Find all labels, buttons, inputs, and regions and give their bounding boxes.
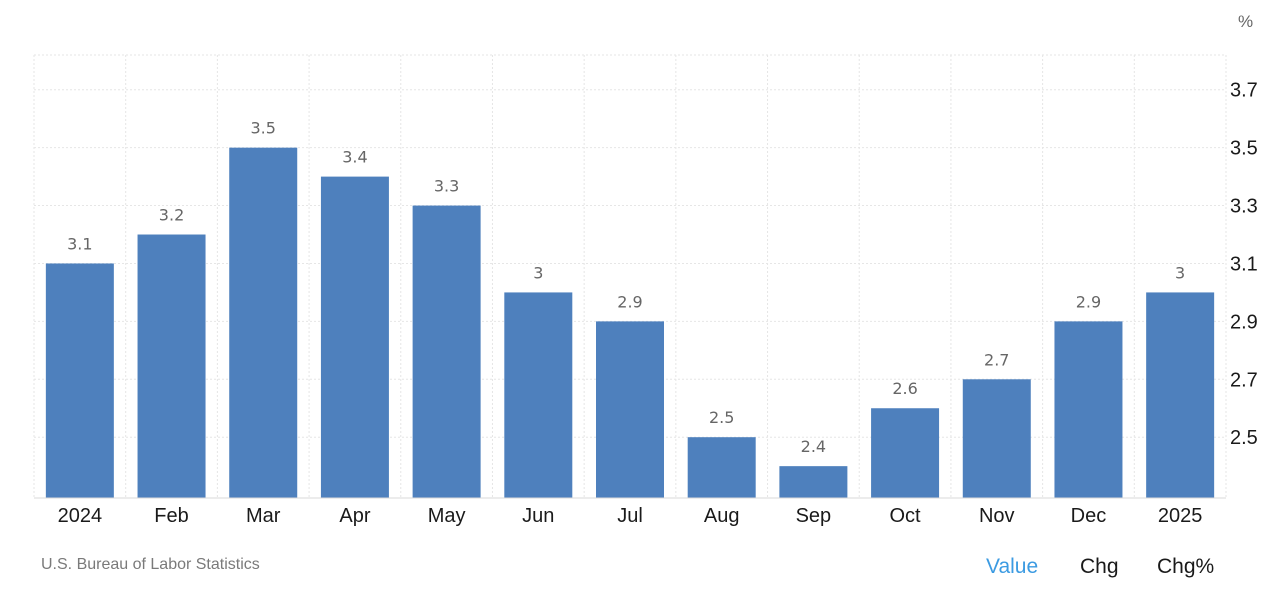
data-label: 3	[533, 263, 543, 282]
data-label: 2.7	[984, 350, 1009, 369]
x-tick-label: Sep	[796, 505, 832, 527]
bar	[962, 379, 1031, 498]
bar	[779, 466, 848, 498]
x-tick-label: Dec	[1071, 505, 1107, 527]
source-label: U.S. Bureau of Labor Statistics	[41, 556, 260, 573]
x-tick-label: Nov	[979, 505, 1015, 527]
bar	[1146, 292, 1215, 498]
data-label: 3	[1175, 263, 1185, 282]
bar	[137, 234, 206, 498]
x-tick-label: 2025	[1158, 505, 1203, 527]
x-tick-label: Oct	[890, 505, 922, 527]
chg-toggle-button[interactable]: Chg	[1080, 555, 1119, 578]
y-tick-label: 3.3	[1230, 196, 1258, 218]
y-tick-label: 2.7	[1230, 369, 1258, 391]
x-tick-label: Jul	[617, 505, 643, 527]
data-label: 3.5	[251, 119, 276, 138]
bar	[871, 408, 940, 498]
data-label: 3.1	[67, 234, 92, 253]
x-tick-label: Jun	[522, 505, 554, 527]
bar	[45, 263, 114, 498]
data-label: 2.9	[617, 292, 642, 311]
y-tick-label: 2.9	[1230, 311, 1258, 333]
data-label: 2.5	[709, 408, 734, 427]
data-label: 3.3	[434, 177, 459, 196]
bar	[596, 321, 664, 498]
x-tick-label: Aug	[704, 505, 740, 527]
y-tick-label: 3.5	[1230, 138, 1258, 160]
x-tick-label: Apr	[339, 505, 370, 527]
x-tick-label: Mar	[246, 505, 281, 527]
data-label: 3.2	[159, 206, 184, 225]
value-toggle-button[interactable]: Value	[986, 555, 1039, 578]
x-tick-label: May	[428, 505, 466, 527]
y-tick-label: 3.7	[1230, 80, 1258, 102]
view-toggle-group: Value Chg Chg%	[0, 555, 1280, 583]
x-tick-label: Feb	[154, 505, 188, 527]
bar	[320, 176, 389, 498]
bar	[687, 437, 756, 498]
x-tick-label: 2024	[58, 505, 103, 527]
data-label: 2.9	[1076, 292, 1101, 311]
bar	[504, 292, 573, 498]
y-tick-label: 3.1	[1230, 253, 1258, 275]
y-tick-label: 2.5	[1230, 427, 1258, 449]
y-axis-unit-label: %	[1238, 12, 1254, 31]
data-label: 2.6	[892, 379, 917, 398]
bar	[229, 147, 298, 498]
chg-percent-toggle-button[interactable]: Chg%	[1157, 555, 1215, 578]
data-label: 3.4	[342, 148, 367, 167]
data-label: 2.4	[801, 437, 826, 456]
bar	[412, 205, 481, 499]
bar	[1054, 321, 1123, 498]
